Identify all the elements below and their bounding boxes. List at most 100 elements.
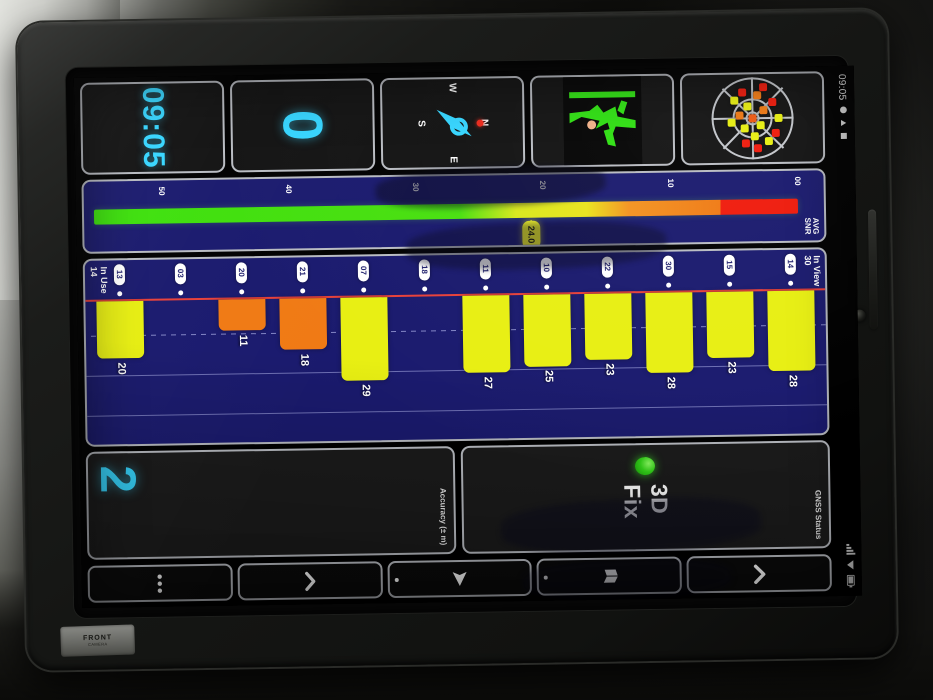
snr-bar-value: 18 (297, 353, 310, 367)
map-active-dot-icon (544, 575, 549, 580)
satellite-id-row: 03 (150, 259, 211, 288)
compass-tile[interactable]: N S E W (379, 75, 526, 171)
avg-snr-tick-label: 40 (283, 184, 294, 194)
status-bar-right (843, 543, 856, 588)
satellite-id-row: 18 (394, 255, 455, 284)
navigate-active-dot-icon (394, 577, 399, 582)
snr-bar-row: 27 (455, 295, 518, 439)
satellite-id-label: 10 (540, 257, 553, 279)
satellite-id-row: 15 (699, 250, 760, 279)
inuse-dot-icon (178, 290, 184, 296)
snr-bar: 28 (645, 292, 694, 389)
battery-icon (844, 574, 856, 588)
app-content: N S E W (73, 66, 839, 608)
speed-tile[interactable]: 0 (229, 78, 376, 173)
fix-status-text: 3D Fix (619, 483, 674, 520)
skyplot-satellite-dot (735, 111, 744, 120)
satellite-id-label: 15 (723, 254, 736, 276)
in-use-label: In Use 14 (89, 266, 110, 294)
snr-bar-value: 11 (236, 334, 249, 347)
snr-bar-row: 28 (760, 290, 823, 434)
satellite-inuse-dot (638, 279, 699, 291)
skyplot-satellite-dot (767, 97, 777, 106)
compass-needle-icon (425, 97, 481, 150)
avg-snr-title-line2: SNR (802, 217, 812, 235)
snr-bar-row: 11 (211, 299, 274, 443)
avg-snr-tick-label: 00 (792, 176, 803, 186)
avg-snr-title: AVG SNR (802, 217, 821, 235)
fix-status-led-icon (635, 456, 656, 476)
inuse-dot-icon (422, 286, 428, 292)
map-graphic (562, 76, 643, 166)
status-bar-clock: 09:05 (836, 73, 848, 101)
android-status-bar: 09:05 (829, 65, 863, 597)
snr-bars-area: 28 23 28 23 25 27 29 18 11 20 (85, 288, 828, 445)
front-camera-label: FRONT CAMERA (60, 624, 136, 657)
back-chevron-icon[interactable] (686, 554, 832, 594)
satellite-inuse-dot (333, 284, 394, 296)
inuse-dot-icon (544, 284, 550, 290)
in-view-label: In View 30 (802, 255, 823, 287)
in-use-text: In Use (98, 266, 110, 294)
gnss-status-card[interactable]: GNSS Status 3D Fix (460, 440, 832, 554)
snr-bar: 25 (523, 294, 572, 382)
satellite-id-label: 13 (113, 263, 126, 285)
map-view-tile[interactable] (529, 73, 676, 168)
inuse-dot-icon (788, 280, 794, 286)
snr-bar-row: 20 (89, 300, 152, 445)
status-cards-column: GNSS Status 3D Fix Accuracy (± m) 2 (80, 440, 838, 564)
rugged-tablet-device: FRONT CAMERA 09:05 (16, 9, 898, 671)
satellite-id-label: 22 (601, 256, 614, 278)
skyplot-satellite-dot (742, 138, 751, 148)
snr-bar-row: 28 (638, 292, 701, 436)
signal-icon (843, 543, 856, 555)
snr-bar-value: 25 (542, 369, 555, 383)
satellite-inuse-dot (272, 285, 333, 297)
avg-snr-gauge[interactable]: AVG SNR 00 10 20 30 40 50 24.0 (81, 168, 827, 254)
satellite-id-row: 21 (272, 257, 333, 286)
clock-tile[interactable]: 09:05 (79, 80, 226, 175)
snr-bar-value: 20 (114, 362, 128, 375)
satellite-id-label: 18 (418, 258, 431, 281)
inuse-dot-icon (239, 289, 245, 295)
snr-bar: 23 (706, 291, 754, 374)
satellite-id-row: 10 (516, 253, 577, 282)
up-chevron-icon[interactable] (237, 561, 383, 601)
satellite-inuse-dot (455, 282, 516, 294)
satellite-id-label: 21 (296, 260, 309, 283)
satellite-id-row: 20 (211, 258, 272, 287)
satellite-id-label: 14 (784, 253, 797, 275)
satellite-inuse-dot (577, 280, 638, 292)
inuse-dot-icon (727, 281, 733, 287)
accuracy-card[interactable]: Accuracy (± m) 2 (85, 446, 457, 560)
bezel-grip-right (868, 209, 878, 330)
satellite-inuse-dot (211, 286, 272, 298)
overflow-menu-icon[interactable] (87, 563, 233, 603)
skyplot-satellite-dot (774, 113, 783, 122)
satellite-id-row: 11 (455, 254, 516, 283)
sky-plot-tile[interactable] (679, 71, 826, 166)
snr-bar: 29 (340, 297, 389, 397)
accuracy-value: 2 (90, 464, 147, 494)
triangle-icon (837, 118, 848, 126)
snr-bar-row (150, 300, 213, 444)
skyplot-satellite-dot (748, 114, 757, 123)
satellite-id-label: 03 (174, 262, 187, 284)
navigate-send-icon[interactable] (387, 558, 533, 599)
in-view-text: In View (811, 255, 823, 287)
map-layers-icon[interactable] (536, 556, 683, 596)
satellite-snr-chart[interactable]: In View 30 In Use 14 14 15 30 22 10 11 18 07 21 2… (82, 247, 830, 447)
skyplot-satellite-dot (727, 118, 736, 127)
android-navigation-rail (81, 552, 839, 608)
avg-snr-track (93, 198, 799, 225)
snr-bar-row: 25 (516, 294, 579, 438)
avg-snr-tick-label: 50 (156, 186, 166, 196)
avg-snr-tick-labels: 00 10 20 30 40 50 (157, 170, 824, 240)
widget-rail: N S E W (73, 66, 832, 180)
snr-bar-value: 27 (481, 376, 494, 390)
skyplot-satellite-dot (771, 128, 780, 137)
snr-bar-row: 29 (333, 297, 396, 441)
satellite-inuse-dot (150, 287, 211, 299)
in-view-value: 30 (802, 255, 813, 266)
snr-bar: 27 (462, 295, 511, 389)
